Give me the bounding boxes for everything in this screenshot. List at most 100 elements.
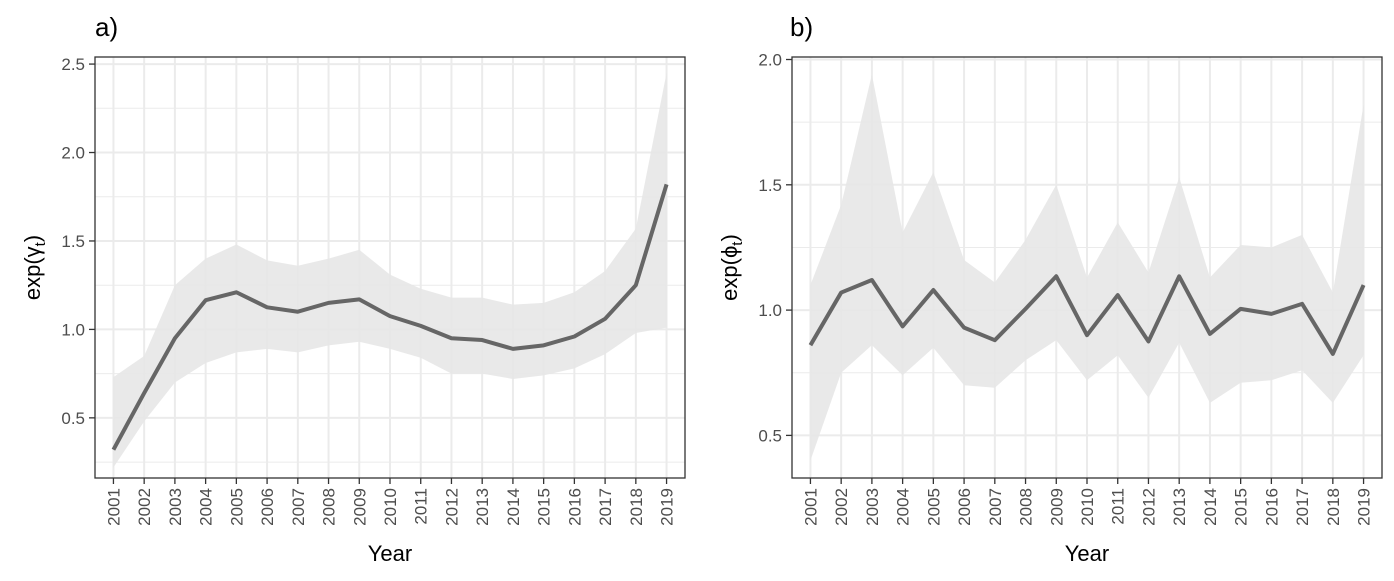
x-tick-label: 2011 bbox=[412, 488, 431, 525]
x-axis-title: Year bbox=[1065, 541, 1109, 566]
data-point bbox=[173, 336, 177, 340]
x-tick-label: 2011 bbox=[1109, 488, 1128, 525]
data-point bbox=[357, 297, 361, 301]
panel-label: b) bbox=[790, 12, 813, 42]
data-point bbox=[839, 291, 843, 295]
x-tick-label: 2010 bbox=[1078, 488, 1097, 526]
data-point bbox=[1331, 352, 1335, 356]
x-tick-label: 2017 bbox=[1293, 488, 1312, 526]
data-point bbox=[542, 343, 546, 347]
panel-a: 0.5 1.0 1.5 2.0 2.5 2001 2002 2003 2004 2005 2006 2… bbox=[20, 12, 686, 566]
x-tick-label: 2017 bbox=[596, 488, 615, 526]
data-point bbox=[111, 448, 115, 452]
x-tick-label: 2009 bbox=[1047, 488, 1066, 526]
data-point bbox=[234, 290, 238, 294]
x-axis-title: Year bbox=[368, 541, 412, 566]
x-tick-label: 2002 bbox=[832, 488, 851, 526]
x-tick-label: 2007 bbox=[289, 488, 308, 526]
x-tick-label: 2019 bbox=[1355, 488, 1374, 526]
x-tick-label: 2003 bbox=[863, 488, 882, 526]
data-point bbox=[1054, 274, 1058, 278]
data-point bbox=[1177, 274, 1181, 278]
x-tick-label: 2002 bbox=[135, 488, 154, 526]
x-tick-label: 2004 bbox=[197, 488, 216, 526]
data-point bbox=[993, 338, 997, 342]
x-tick-label: 2005 bbox=[227, 488, 246, 526]
series-line bbox=[111, 183, 669, 451]
x-tick-label: 2014 bbox=[504, 488, 523, 526]
confidence-ribbon bbox=[810, 74, 1364, 461]
x-tick-label: 2018 bbox=[627, 488, 646, 526]
data-point bbox=[327, 301, 331, 305]
x-tick-label: 2018 bbox=[1324, 488, 1343, 526]
data-point bbox=[204, 298, 208, 302]
y-tick-label: 1.0 bbox=[61, 320, 85, 339]
y-tick-label: 1.0 bbox=[758, 301, 782, 320]
y-axis-title: exp(γt) bbox=[20, 235, 49, 300]
x-tick-label: 2015 bbox=[1232, 488, 1251, 526]
x-tick-label: 2014 bbox=[1201, 488, 1220, 526]
y-tick-label: 2.5 bbox=[61, 55, 85, 74]
panel-b: 0.5 1.0 1.5 2.0 2001 2002 2003 2004 2005 2006 2007… bbox=[717, 12, 1383, 566]
y-axis-title-main: exp(γ bbox=[20, 246, 45, 300]
data-point bbox=[962, 326, 966, 330]
x-tick-label: 2004 bbox=[894, 488, 913, 526]
data-point bbox=[511, 347, 515, 351]
data-point bbox=[1269, 312, 1273, 316]
data-point bbox=[901, 324, 905, 328]
data-point bbox=[870, 278, 874, 282]
y-axis-title: exp(ϕt) bbox=[717, 234, 746, 301]
series-line bbox=[808, 274, 1366, 356]
y-tick-label: 2.0 bbox=[61, 144, 85, 163]
y-axis-title-main: exp(ϕ bbox=[717, 246, 742, 301]
data-point bbox=[1239, 307, 1243, 311]
data-point bbox=[603, 317, 607, 321]
x-tick-label: 2016 bbox=[1262, 488, 1281, 526]
x-tick-label: 2015 bbox=[535, 488, 554, 526]
x-tick-label: 2006 bbox=[955, 488, 974, 526]
x-tick-label: 2005 bbox=[924, 488, 943, 526]
data-point bbox=[1208, 332, 1212, 336]
data-point bbox=[1116, 293, 1120, 297]
x-tick-label: 2006 bbox=[258, 488, 277, 526]
x-tick-label: 2009 bbox=[350, 488, 369, 526]
y-tick-label: 1.5 bbox=[758, 176, 782, 195]
x-tick-label: 2012 bbox=[442, 488, 461, 526]
data-point bbox=[931, 288, 935, 292]
data-point bbox=[142, 391, 146, 395]
x-tick-label: 2001 bbox=[801, 488, 820, 526]
y-tick-label: 0.5 bbox=[61, 409, 85, 428]
data-point bbox=[449, 336, 453, 340]
data-point bbox=[480, 338, 484, 342]
x-tick-label: 2016 bbox=[565, 488, 584, 526]
x-tick-label: 2008 bbox=[1017, 488, 1036, 526]
panel-label: a) bbox=[95, 12, 118, 42]
x-tick-label: 2003 bbox=[166, 488, 185, 526]
data-point bbox=[572, 334, 576, 338]
x-tick-label: 2001 bbox=[104, 488, 123, 526]
x-tick-label: 2007 bbox=[986, 488, 1005, 526]
y-tick-label: 1.5 bbox=[61, 232, 85, 251]
data-point bbox=[1024, 307, 1028, 311]
x-tick-label: 2013 bbox=[473, 488, 492, 526]
data-point bbox=[1362, 283, 1366, 287]
y-tick-label: 0.5 bbox=[758, 426, 782, 445]
data-point bbox=[265, 305, 269, 309]
data-point bbox=[665, 182, 669, 186]
data-point bbox=[1146, 339, 1150, 343]
x-tick-label: 2013 bbox=[1170, 488, 1189, 526]
y-axis-title-subscript: t bbox=[32, 241, 49, 246]
x-tick-label: 2008 bbox=[320, 488, 339, 526]
data-point bbox=[634, 283, 638, 287]
y-axis-title-subscript: t bbox=[729, 241, 746, 246]
x-tick-label: 2012 bbox=[1139, 488, 1158, 526]
data-point bbox=[1300, 302, 1304, 306]
y-axis-title-close: ) bbox=[717, 234, 742, 241]
data-point bbox=[808, 343, 812, 347]
confidence-ribbon bbox=[113, 72, 667, 468]
x-tick-label: 2010 bbox=[381, 488, 400, 526]
y-axis-title-close: ) bbox=[20, 235, 45, 242]
data-point bbox=[1085, 333, 1089, 337]
x-tick-label: 2019 bbox=[658, 488, 677, 526]
